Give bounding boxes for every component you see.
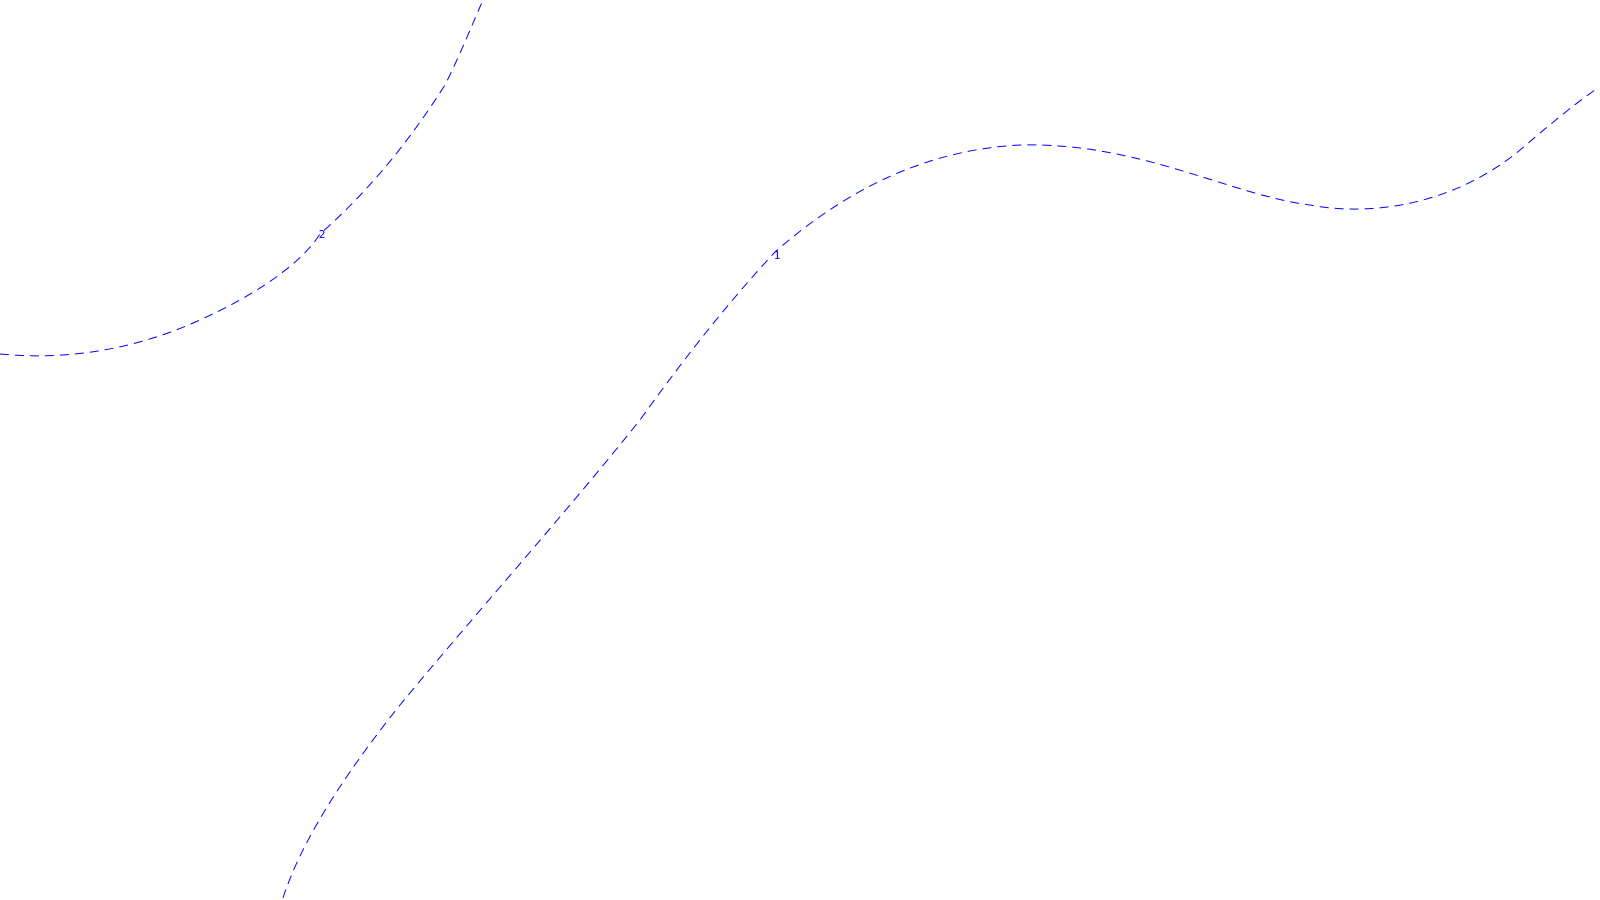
- contour-label-1: 1: [774, 249, 781, 262]
- contour-label-2: 2: [319, 228, 326, 241]
- contour-line-1: [282, 87, 1599, 899]
- contour-line-2: [0, 0, 484, 357]
